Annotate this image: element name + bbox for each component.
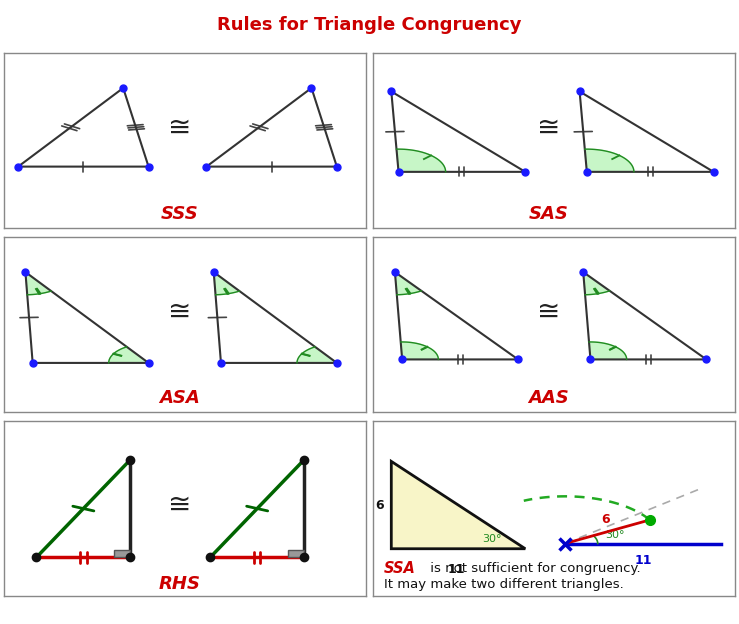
Text: 6: 6 [602, 514, 610, 527]
Polygon shape [401, 342, 438, 359]
Text: 11: 11 [634, 554, 652, 567]
Polygon shape [114, 550, 131, 557]
Polygon shape [585, 149, 634, 172]
Text: ≅: ≅ [168, 298, 191, 326]
Polygon shape [297, 347, 337, 363]
Text: Rules for Triangle Congruency: Rules for Triangle Congruency [217, 16, 522, 34]
Polygon shape [214, 272, 239, 295]
Polygon shape [392, 461, 525, 548]
Polygon shape [288, 550, 304, 557]
Text: 30°: 30° [605, 530, 624, 540]
Text: SSS: SSS [160, 205, 198, 223]
Text: RHS: RHS [158, 575, 200, 593]
Text: ≅: ≅ [168, 491, 191, 519]
Text: ASA: ASA [159, 389, 200, 407]
Text: SAS: SAS [529, 205, 569, 223]
Text: ≅: ≅ [537, 114, 560, 142]
Text: ≅: ≅ [168, 114, 191, 142]
Text: 6: 6 [375, 499, 384, 512]
Polygon shape [25, 272, 51, 295]
Text: ≅: ≅ [537, 298, 560, 326]
Polygon shape [397, 149, 446, 172]
Text: 30°: 30° [482, 534, 501, 544]
Polygon shape [583, 272, 610, 295]
Text: It may make two different triangles.: It may make two different triangles. [384, 578, 624, 591]
Polygon shape [589, 342, 627, 359]
Text: 11: 11 [448, 563, 466, 576]
Polygon shape [109, 347, 149, 363]
Text: AAS: AAS [528, 389, 569, 407]
Text: SSA: SSA [384, 562, 416, 577]
Polygon shape [395, 272, 421, 295]
Text: is not sufficient for congruency.: is not sufficient for congruency. [426, 562, 640, 575]
